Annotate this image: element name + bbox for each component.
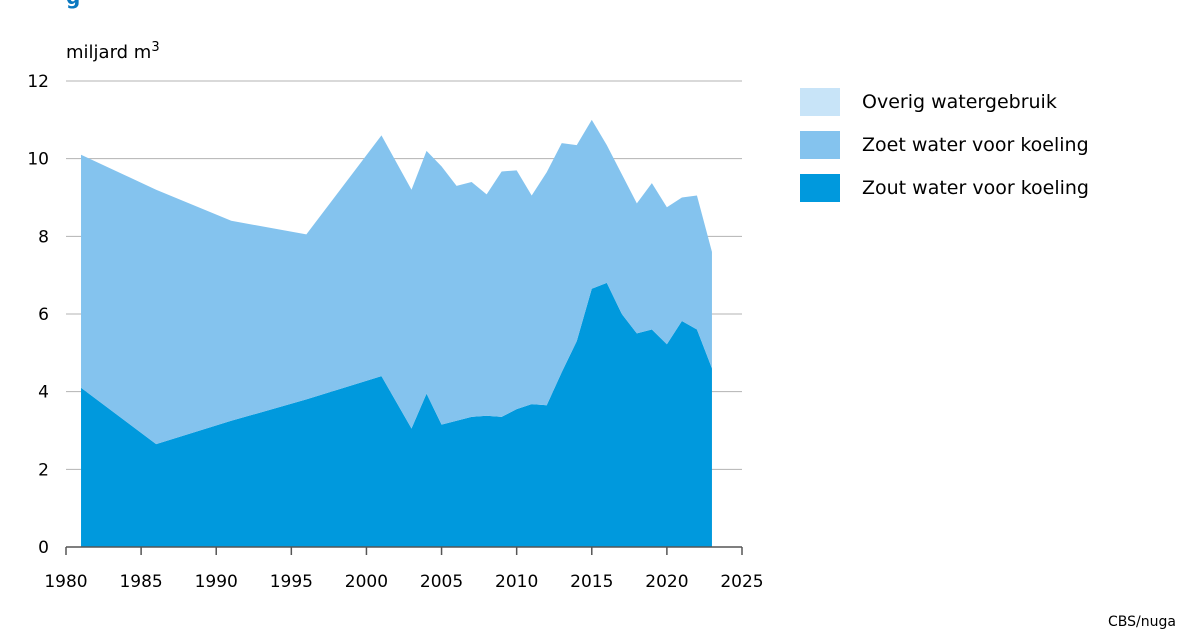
legend-swatch <box>800 130 840 159</box>
x-tick-label: 2015 <box>570 572 613 592</box>
x-tick-label: 2025 <box>720 572 763 592</box>
y-axis-unit-superscript: 3 <box>151 40 159 55</box>
area-series-1 <box>81 282 712 547</box>
y-tick-label: 6 <box>38 305 49 325</box>
legend-item: Zout water voor koeling <box>800 166 1089 209</box>
y-axis-unit-label: miljard m3 <box>66 40 160 63</box>
y-tick-labels: 0 2 4 6 8 10 12 <box>27 72 49 558</box>
legend-label: Zout water voor koeling <box>862 176 1089 199</box>
area-series-2 <box>81 119 712 445</box>
y-tick-label: 12 <box>27 72 49 92</box>
chart-title-fragment: g <box>66 0 80 9</box>
x-tick-label: 2005 <box>420 572 463 592</box>
svg-text:miljard m3: miljard m3 <box>66 40 160 63</box>
y-tick-label: 10 <box>27 150 49 170</box>
y-axis-unit-base: miljard m <box>66 42 151 63</box>
x-tick-label: 1985 <box>119 572 162 592</box>
x-tick-label: 1980 <box>44 572 87 592</box>
y-tick-label: 0 <box>38 538 49 558</box>
y-tick-label: 4 <box>38 383 49 403</box>
legend: Overig watergebruik Zoet water voor koeli… <box>800 80 1089 209</box>
legend-label: Zoet water voor koeling <box>862 133 1089 156</box>
x-tick-label: 2020 <box>645 572 688 592</box>
legend-item: Zoet water voor koeling <box>800 123 1089 166</box>
x-tick-label: 1995 <box>270 572 313 592</box>
legend-label: Overig watergebruik <box>862 90 1057 113</box>
area-series-group <box>81 119 712 547</box>
x-tick-labels: 1980 1985 1990 1995 2000 2005 2010 2015 2020 2025 <box>44 572 763 592</box>
legend-item: Overig watergebruik <box>800 80 1089 123</box>
x-tick-label: 1990 <box>195 572 238 592</box>
x-tick-label: 2000 <box>345 572 388 592</box>
legend-swatch <box>800 173 840 202</box>
x-tick-label: 2010 <box>495 572 538 592</box>
axes <box>65 546 743 555</box>
source-credit: CBS/nuga <box>1108 614 1176 630</box>
y-tick-label: 8 <box>38 227 49 247</box>
y-tick-label: 2 <box>38 460 49 480</box>
legend-swatch <box>800 87 840 116</box>
